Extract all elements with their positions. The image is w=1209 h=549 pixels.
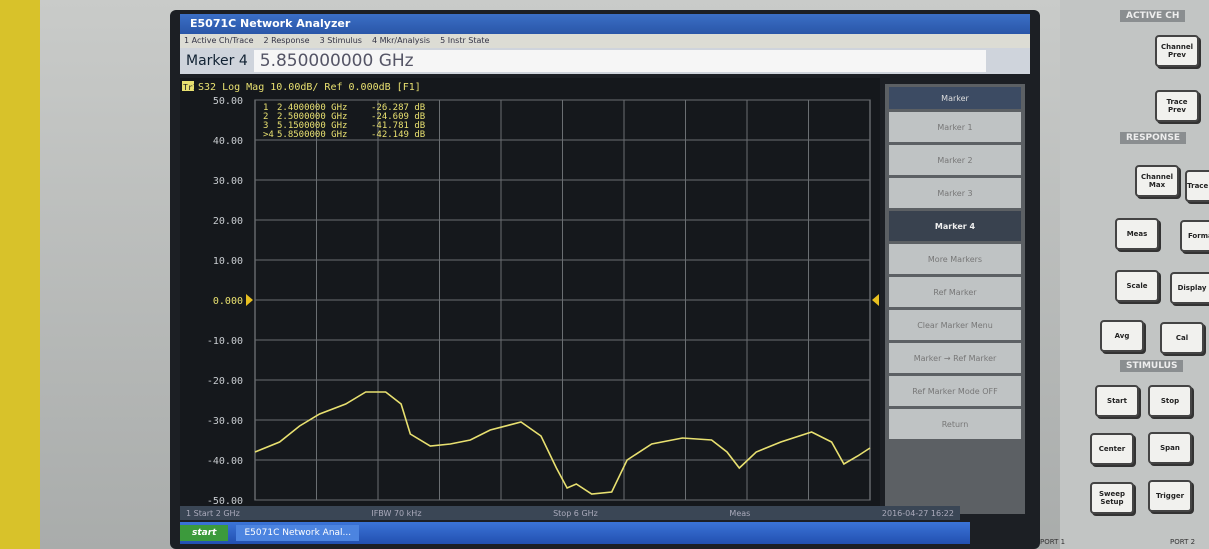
softkey[interactable]: Return [889,409,1021,439]
marker-readout: -24.609 dB [371,112,425,122]
hardware-button[interactable]: Channel Max [1135,165,1179,197]
marker-readout: 5.8500000 GHz [277,130,347,140]
marker-readout: 1 [263,103,268,113]
entry-value[interactable]: 5.850000000 GHz [253,50,986,72]
marker-readout: -41.781 dB [371,121,425,131]
hardware-button[interactable]: Center [1090,433,1134,465]
y-tick-label: -30.00 [207,416,243,427]
hardware-button[interactable]: Meas [1115,218,1159,250]
background-yellow [0,0,40,549]
menu-item[interactable]: 5 Instr State [440,36,490,45]
hardware-button[interactable]: Stop [1148,385,1192,417]
y-tick-label: -40.00 [207,456,243,467]
status-meas: Meas [729,508,751,518]
hardware-button[interactable]: Format [1180,220,1209,252]
marker-readout: 2.4000000 GHz [277,103,347,113]
reference-marker [246,294,253,306]
status-bar: 1 Start 2 GHz IFBW 70 kHz Stop 6 GHz Mea… [180,506,960,520]
trace-tag [182,81,194,91]
hardware-button[interactable]: Start [1095,385,1139,417]
plot-background [180,78,880,506]
menu-item[interactable]: 2 Response [263,36,310,45]
hardware-button[interactable]: Avg [1100,320,1144,352]
y-tick-label: -50.00 [207,496,243,506]
y-tick-label: 50.00 [213,96,243,107]
softkey[interactable]: Marker 4 [889,211,1021,241]
section-label: RESPONSE [1120,132,1186,144]
softkey[interactable]: Ref Marker [889,277,1021,307]
title-bar: E5071C Network Analyzer [180,14,1030,34]
softkey[interactable]: More Markers [889,244,1021,274]
status-stop: Stop 6 GHz [553,508,598,518]
y-tick-label: 0.000 [213,296,243,307]
hardware-button[interactable]: Trigger [1148,480,1192,512]
marker-readout: 5.1500000 GHz [277,121,347,131]
taskbar: start E5071C Network Anal... [180,522,970,544]
hardware-button[interactable]: Display [1170,272,1209,304]
marker-readout: 3 [263,121,268,131]
softkey[interactable]: Clear Marker Menu [889,310,1021,340]
hardware-button[interactable]: Trace Max [1185,170,1209,202]
y-tick-label: 40.00 [213,136,243,147]
marker-readout: >4 [263,130,274,140]
entry-bar: Marker 4 5.850000000 GHz [180,48,1030,74]
entry-label: Marker 4 [186,53,248,69]
start-button[interactable]: start [180,525,229,541]
menu-item[interactable]: 3 Stimulus [319,36,362,45]
y-tick-label: -20.00 [207,376,243,387]
marker-readout: 2.5000000 GHz [277,112,347,122]
menu-item[interactable]: 1 Active Ch/Trace [184,36,254,45]
plot: Tr1 S32 Log Mag 10.00dB/ Ref 0.000dB [F1… [180,78,880,506]
trace-label: Tr1 [183,83,198,92]
softkey[interactable]: Marker → Ref Marker [889,343,1021,373]
y-tick-label: 20.00 [213,216,243,227]
marker-readout: -42.149 dB [371,130,425,140]
hardware-button[interactable]: Channel Prev [1155,35,1199,67]
softkey[interactable]: Marker 1 [889,112,1021,142]
section-label: STIMULUS [1120,360,1184,372]
reference-marker [872,294,879,306]
marker-readout: -26.287 dB [371,103,425,113]
y-tick-label: 30.00 [213,176,243,187]
taskbar-app[interactable]: E5071C Network Anal... [236,525,360,541]
port-label: PORT 2 [1170,538,1196,546]
port-label: PORT 1 [1040,538,1066,546]
status-start: 1 Start 2 GHz [186,508,240,518]
hardware-button[interactable]: Span [1148,432,1192,464]
y-tick-label: 10.00 [213,256,243,267]
marker-readout: 2 [263,112,268,122]
softkey[interactable]: Marker 2 [889,145,1021,175]
hardware-button[interactable]: Sweep Setup [1090,482,1134,514]
section-label: ACTIVE CH [1120,10,1186,22]
hardware-button[interactable]: Cal [1160,322,1204,354]
status-time: 2016-04-27 16:22 [881,508,954,518]
hardware-button[interactable]: Scale [1115,270,1159,302]
softkey[interactable]: Marker 3 [889,178,1021,208]
softkey: Marker [889,87,1021,109]
menu-bar: 1 Active Ch/Trace 2 Response 3 Stimulus 4 M… [180,34,1030,48]
trace-line [254,391,871,495]
y-tick-label: -10.00 [207,336,243,347]
status-ifbw: IFBW 70 kHz [371,508,422,518]
hardware-panel: ACTIVE CH RESPONSE STIMULUS Channel Prev… [1040,0,1209,549]
menu-item[interactable]: 4 Mkr/Analysis [371,36,431,45]
softkey[interactable]: Ref Marker Mode OFF [889,376,1021,406]
softkey-panel: Marker Marker 1 Marker 2 Marker 3 Marker 4 Mo… [885,84,1025,514]
trace-header: S32 Log Mag 10.00dB/ Ref 0.000dB [F1] [198,82,421,93]
hardware-button[interactable]: Trace Prev [1155,90,1199,122]
